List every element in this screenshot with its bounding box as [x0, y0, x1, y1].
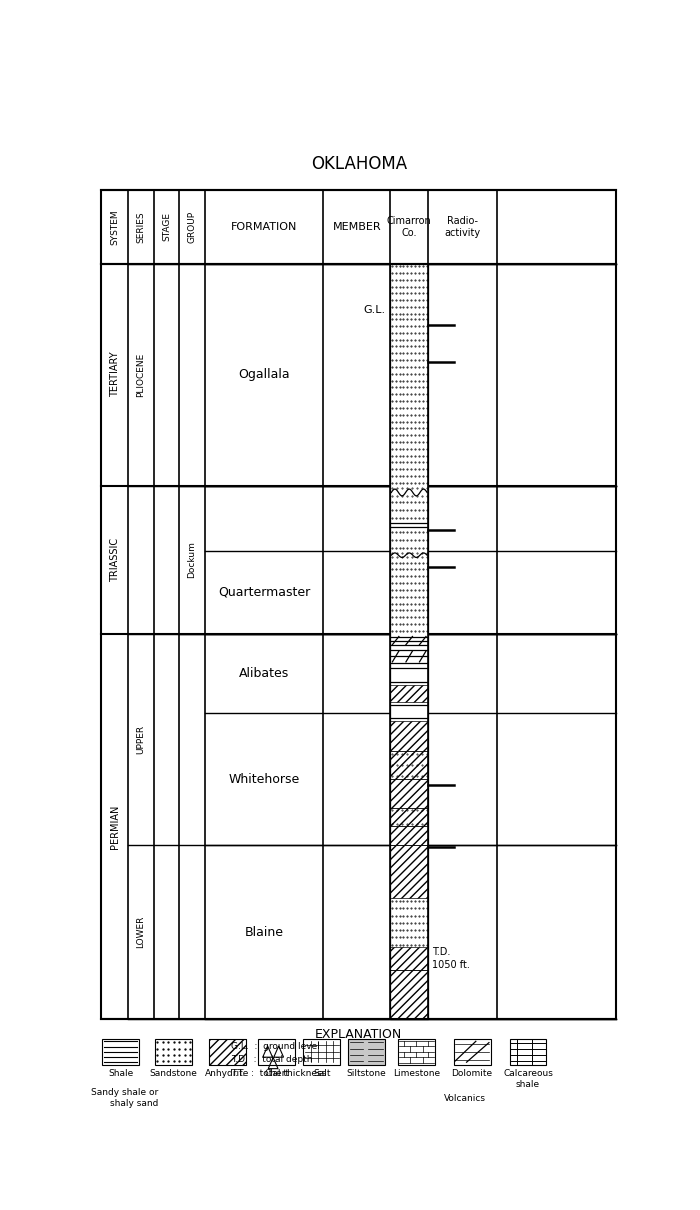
Bar — [390, 970, 428, 1019]
Bar — [390, 751, 428, 779]
Text: Dolomite: Dolomite — [452, 1070, 493, 1078]
Text: PLIOCENE: PLIOCENE — [136, 352, 146, 397]
Bar — [101, 190, 617, 1019]
Text: Alibates: Alibates — [239, 667, 289, 680]
Bar — [390, 846, 428, 898]
Bar — [390, 947, 428, 970]
Bar — [413, 1085, 442, 1111]
Text: UPPER: UPPER — [136, 725, 146, 754]
Text: EXPLANATION: EXPLANATION — [315, 1027, 402, 1041]
Text: Cimarron
Co.: Cimarron Co. — [387, 215, 432, 238]
Bar — [510, 1038, 547, 1065]
Bar — [390, 826, 428, 846]
Text: G.L.: G.L. — [364, 305, 386, 315]
Text: Quartermaster: Quartermaster — [218, 586, 310, 599]
Bar — [390, 751, 428, 779]
Bar — [454, 1038, 491, 1065]
Bar — [390, 721, 428, 751]
Bar — [390, 666, 428, 685]
Text: T.D.
1050 ft.: T.D. 1050 ft. — [432, 947, 470, 969]
Text: Sandstone: Sandstone — [150, 1070, 197, 1078]
Text: Limestone: Limestone — [393, 1070, 440, 1078]
Text: OKLAHOMA: OKLAHOMA — [311, 155, 407, 173]
Bar — [390, 264, 428, 1019]
Bar — [390, 530, 428, 551]
Bar — [390, 317, 428, 485]
Bar — [390, 846, 428, 898]
Text: GROUP: GROUP — [188, 211, 197, 243]
Text: SERIES: SERIES — [136, 211, 146, 242]
Text: Chert: Chert — [265, 1070, 289, 1078]
Bar — [390, 560, 428, 634]
Bar — [209, 1038, 246, 1065]
Bar — [155, 1038, 193, 1065]
Bar — [390, 520, 428, 530]
Text: TRIASSIC: TRIASSIC — [110, 537, 120, 582]
Text: SYSTEM: SYSTEM — [110, 209, 119, 244]
Text: Blaine: Blaine — [244, 926, 284, 939]
Text: Sandy shale or
shaly sand: Sandy shale or shaly sand — [91, 1088, 158, 1108]
Bar — [398, 1038, 435, 1065]
Text: Shale: Shale — [108, 1070, 133, 1078]
Bar — [390, 551, 428, 560]
Bar — [390, 779, 428, 807]
Bar — [390, 702, 428, 721]
Bar — [390, 970, 428, 1019]
Bar — [390, 264, 428, 317]
Bar — [390, 685, 428, 702]
Bar — [258, 1038, 295, 1065]
Text: Volcanics: Volcanics — [444, 1094, 486, 1102]
Bar — [209, 1038, 246, 1065]
Text: TERTIARY: TERTIARY — [110, 352, 120, 397]
Text: Radio-
activity: Radio- activity — [444, 215, 481, 238]
Bar — [390, 779, 428, 807]
Bar — [303, 1038, 340, 1065]
Text: T.D.  :  total depth: T.D. : total depth — [231, 1055, 313, 1065]
Bar — [390, 721, 428, 751]
Text: Ogallala: Ogallala — [238, 368, 290, 381]
Text: T.T.  :  total thickness: T.T. : total thickness — [231, 1068, 326, 1078]
Bar — [390, 485, 428, 500]
Text: STAGE: STAGE — [162, 212, 171, 241]
Bar — [102, 1038, 139, 1065]
Text: Dockum: Dockum — [188, 541, 197, 578]
Bar — [390, 898, 428, 947]
Bar — [390, 807, 428, 826]
Text: Whitehorse: Whitehorse — [228, 773, 300, 785]
Bar — [161, 1085, 197, 1111]
Text: PERMIAN: PERMIAN — [110, 805, 120, 848]
Bar — [390, 685, 428, 702]
Text: LOWER: LOWER — [136, 916, 146, 949]
Text: Siltstone: Siltstone — [346, 1070, 386, 1078]
Text: Calcareous
shale: Calcareous shale — [503, 1070, 553, 1089]
Bar — [390, 826, 428, 846]
Bar — [390, 647, 428, 666]
Bar — [390, 807, 428, 826]
Text: Salt: Salt — [313, 1070, 330, 1078]
Bar — [390, 634, 428, 647]
Bar — [390, 947, 428, 970]
Bar — [390, 500, 428, 520]
Text: Anhydrite: Anhydrite — [205, 1070, 250, 1078]
Text: G.L.  :  ground level: G.L. : ground level — [231, 1043, 320, 1051]
Text: MEMBER: MEMBER — [332, 221, 382, 232]
Text: FORMATION: FORMATION — [231, 221, 298, 232]
Bar — [348, 1038, 385, 1065]
